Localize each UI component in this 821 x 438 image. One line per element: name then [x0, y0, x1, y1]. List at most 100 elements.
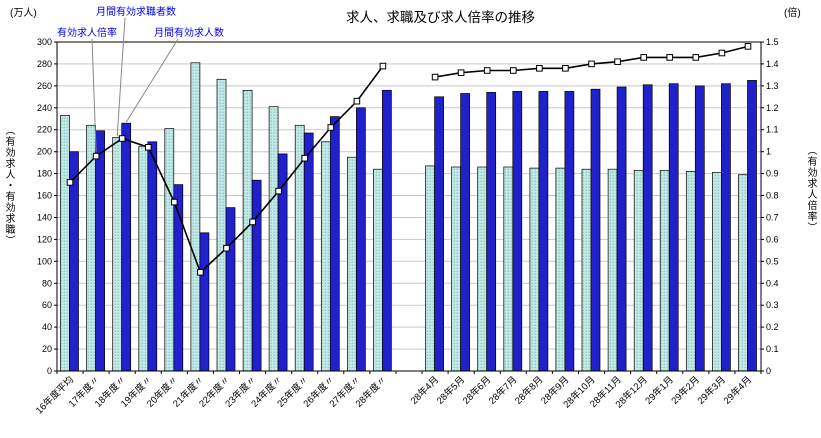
bar-seekers	[60, 115, 70, 372]
ratio-marker	[275, 187, 282, 195]
svg-text:0.5: 0.5	[766, 256, 779, 266]
bar-openings	[642, 84, 653, 372]
bar-openings	[721, 83, 731, 372]
leader-lines	[91, 17, 179, 153]
svg-text:80: 80	[42, 278, 52, 288]
svg-text:300: 300	[37, 37, 52, 47]
right-axis-labels: 0 0.1 0.2 0.3 0.4 0.5 0.6 0.7 0.8 0.9 1 1.1 1.2 1.3 1.…	[761, 37, 779, 376]
ratio-marker	[692, 54, 700, 61]
bar-seekers	[138, 145, 149, 372]
right-axis-unit: (倍)	[784, 8, 801, 19]
x-tick-label: 29年1月	[643, 374, 676, 407]
x-tick-label: 28年7月	[486, 374, 519, 407]
x-tick-label: 16年度平均	[33, 374, 76, 417]
bar-openings	[199, 232, 210, 372]
bar-openings	[460, 93, 470, 372]
bar-seekers	[294, 124, 305, 372]
svg-text:0.7: 0.7	[766, 213, 779, 223]
ratio-marker	[301, 154, 308, 162]
svg-text:120: 120	[37, 234, 52, 244]
bar-openings	[382, 89, 392, 372]
ratio-marker	[431, 73, 439, 81]
ratio-marker	[614, 58, 621, 66]
svg-text:180: 180	[37, 169, 52, 179]
bar-seekers	[738, 174, 748, 372]
bar-seekers	[477, 166, 488, 372]
bar-openings	[303, 132, 314, 372]
bar-openings	[329, 116, 340, 372]
right-axis-title: （有効求人倍率）	[805, 145, 816, 233]
chart-title: 求人、求職及び求人倍率の推移	[346, 10, 535, 25]
bar-seekers	[347, 156, 357, 372]
svg-text:100: 100	[37, 256, 52, 266]
ratio-marker	[171, 198, 178, 206]
plot-border	[56, 41, 762, 372]
ratio-marker	[640, 54, 648, 61]
svg-text:60: 60	[42, 300, 52, 310]
bar-seekers	[633, 169, 644, 372]
bar-seekers	[164, 128, 175, 372]
ratio-marker	[249, 218, 256, 226]
ratio-marker	[145, 144, 152, 151]
svg-text:280: 280	[37, 59, 52, 69]
svg-text:0: 0	[47, 366, 52, 376]
bar-openings	[251, 179, 262, 372]
svg-text:240: 240	[37, 103, 52, 113]
svg-text:1: 1	[766, 147, 771, 157]
bar-seekers	[425, 165, 435, 372]
svg-text:20: 20	[42, 344, 52, 354]
svg-text:140: 140	[37, 213, 52, 223]
ratio-marker	[66, 179, 74, 186]
bar-seekers	[373, 168, 383, 372]
bar-openings	[486, 92, 497, 372]
legend-openings-label: 月間有効求人数	[154, 28, 224, 39]
legend-seekers-label: 月間有効求職者数	[96, 7, 176, 18]
ratio-marker	[223, 244, 230, 252]
svg-text:1.2: 1.2	[766, 103, 779, 113]
ratio-marker	[379, 62, 387, 70]
bar-seekers	[216, 78, 227, 372]
bar-seekers	[320, 141, 331, 372]
svg-text:0: 0	[766, 366, 771, 376]
bar-seekers	[555, 167, 566, 372]
svg-text:40: 40	[42, 322, 52, 332]
bar-seekers	[451, 166, 461, 372]
left-axis-unit: (万人)	[10, 8, 37, 19]
bar-openings	[121, 122, 132, 372]
x-tick-label: 29年4月	[721, 374, 754, 407]
x-axis-labels: 16年度平均17年度〃18年度〃19年度〃20年度〃21年度〃22年度〃23年度…	[33, 374, 754, 417]
bar-openings	[747, 80, 757, 372]
legend-ratio-label: 有効求人倍率	[57, 28, 117, 39]
bar-openings	[590, 88, 601, 372]
svg-text:260: 260	[37, 81, 52, 91]
bar-seekers	[607, 168, 618, 372]
ratio-marker	[744, 43, 752, 50]
bar-seekers	[529, 167, 540, 372]
svg-text:0.6: 0.6	[766, 234, 779, 244]
bar-seekers	[712, 172, 722, 372]
svg-text:200: 200	[37, 147, 52, 157]
ratio-marker	[327, 124, 335, 131]
bar-openings	[564, 91, 575, 372]
ratio-marker	[483, 67, 491, 74]
bar-openings	[356, 107, 366, 372]
svg-text:0.8: 0.8	[766, 191, 779, 201]
x-tick-label: 29年2月	[669, 374, 702, 407]
ratio-marker	[353, 97, 361, 105]
svg-text:1.5: 1.5	[766, 37, 779, 47]
bar-openings	[694, 85, 705, 372]
left-axis-title: （有効求人・有効求職）	[3, 125, 14, 246]
svg-text:160: 160	[37, 191, 52, 201]
svg-text:0.2: 0.2	[766, 322, 779, 332]
svg-text:1.1: 1.1	[766, 125, 779, 135]
bar-openings	[512, 91, 523, 372]
x-tick-label: 28年6月	[460, 374, 493, 407]
svg-text:1.4: 1.4	[766, 59, 779, 69]
bar-openings	[434, 96, 444, 372]
x-tick-label: 29年3月	[695, 374, 728, 407]
svg-text:0.9: 0.9	[766, 169, 779, 179]
x-tick-label: 28年5月	[434, 374, 467, 407]
bar-seekers	[112, 137, 123, 372]
ratio-marker	[718, 49, 726, 57]
